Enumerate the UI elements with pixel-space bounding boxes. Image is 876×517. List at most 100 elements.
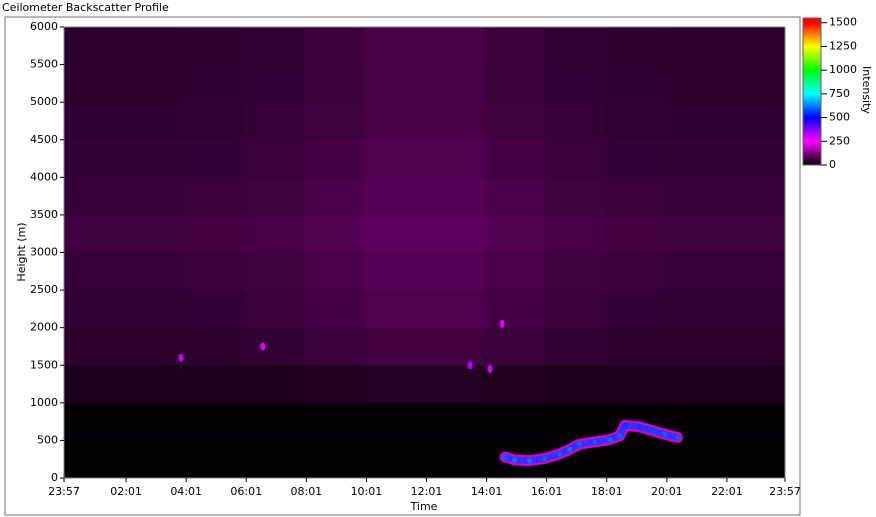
heatmap-cell xyxy=(364,27,425,66)
heatmap-cell xyxy=(124,102,185,141)
heatmap-cell xyxy=(304,177,365,216)
heatmap-cell xyxy=(604,290,666,329)
heatmap-cell xyxy=(544,252,606,291)
heatmap-cell xyxy=(184,402,245,441)
heatmap-cell xyxy=(664,139,726,178)
heatmap-cell xyxy=(364,102,425,141)
heatmap-cell xyxy=(304,440,365,479)
heatmap-cell xyxy=(604,214,666,253)
heatmap-cell xyxy=(724,402,786,441)
heatmap-cell xyxy=(604,252,666,291)
heatmap-cell xyxy=(424,440,486,479)
colorbar-tick-label: 500 xyxy=(829,111,850,124)
heatmap-cell xyxy=(544,290,606,329)
heatmap-cell xyxy=(244,440,305,479)
heatmap-cell xyxy=(544,327,606,366)
y-tick-label: 3500 xyxy=(30,208,58,221)
heatmap-cell xyxy=(244,252,305,291)
heatmap-cell xyxy=(244,27,305,66)
backscatter-blob xyxy=(487,365,493,374)
heatmap-cell xyxy=(664,290,726,329)
x-tick-label: 20:01 xyxy=(651,485,683,498)
y-tick-label: 1500 xyxy=(30,358,58,371)
colorbar-tick-label: 1000 xyxy=(829,63,857,76)
heatmap-cell xyxy=(184,64,245,103)
heatmap-cell xyxy=(64,440,125,479)
heatmap-cell xyxy=(184,27,245,66)
heatmap-cell xyxy=(184,214,245,253)
heatmap-cell xyxy=(124,402,185,441)
heatmap-cell xyxy=(544,139,606,178)
heatmap-cell xyxy=(424,402,486,441)
heatmap-cell xyxy=(124,139,185,178)
heatmap-cell xyxy=(184,440,245,479)
heatmap-cell xyxy=(64,327,125,366)
heatmap-cell xyxy=(664,440,726,479)
heatmap-cell xyxy=(64,402,125,441)
heatmap-cell xyxy=(484,64,546,103)
x-tick-label: 14:01 xyxy=(471,485,503,498)
backscatter-blob xyxy=(178,353,184,362)
heatmap-cell xyxy=(664,177,726,216)
cloud-layer-point xyxy=(617,433,623,439)
heatmap-cell xyxy=(244,327,305,366)
heatmap-cell xyxy=(244,177,305,216)
heatmap-cell xyxy=(604,102,666,141)
y-tick-label: 500 xyxy=(37,433,58,446)
y-tick-label: 2500 xyxy=(30,283,58,296)
backscatter-blob xyxy=(499,319,505,328)
heatmap-cell xyxy=(604,327,666,366)
heatmap-cell xyxy=(664,27,726,66)
y-tick-label: 5000 xyxy=(30,95,58,108)
heatmap-cell xyxy=(724,365,786,404)
colorbar xyxy=(802,17,822,166)
heatmap-cell xyxy=(484,177,546,216)
heatmap-cell xyxy=(544,365,606,404)
heatmap-cell xyxy=(184,252,245,291)
heatmap-cell xyxy=(364,64,425,103)
heatmap-cell xyxy=(664,214,726,253)
y-tick-label: 4500 xyxy=(30,133,58,146)
x-tick-label: 22:01 xyxy=(711,485,743,498)
heatmap-cell xyxy=(364,365,425,404)
heatmap-cell xyxy=(484,290,546,329)
heatmap-cell xyxy=(484,139,546,178)
heatmap-cell xyxy=(304,290,365,329)
heatmap-cell xyxy=(724,64,786,103)
cloud-layer-point xyxy=(527,458,533,464)
heatmap-cell xyxy=(484,327,546,366)
heatmap-cell xyxy=(244,402,305,441)
colorbar-label: Intensity xyxy=(860,66,873,114)
heatmap-cell xyxy=(724,177,786,216)
heatmap-cell xyxy=(304,27,365,66)
heatmap-cell xyxy=(304,102,365,141)
heatmap-cell xyxy=(244,64,305,103)
heatmap-cell xyxy=(364,327,425,366)
heatmap-cell xyxy=(64,102,125,141)
heatmap-cell xyxy=(664,327,726,366)
heatmap-cell xyxy=(484,27,546,66)
heatmap-cell xyxy=(184,365,245,404)
heatmap-cell xyxy=(64,177,125,216)
heatmap-cell xyxy=(304,252,365,291)
heatmap-cell xyxy=(664,64,726,103)
heatmap-cell xyxy=(364,214,425,253)
cloud-layer-point xyxy=(674,434,680,440)
heatmap-cell xyxy=(304,327,365,366)
y-axis-label: Height (m) xyxy=(15,222,28,281)
heatmap-cell xyxy=(364,290,425,329)
cloud-layer-point xyxy=(607,437,613,443)
heatmap-cell xyxy=(484,214,546,253)
heatmap-cell xyxy=(64,290,125,329)
heatmap-cell xyxy=(484,102,546,141)
x-axis-label: Time xyxy=(410,500,438,513)
backscatter-blob xyxy=(467,361,473,370)
heatmap-cell xyxy=(604,139,666,178)
heatmap-cell xyxy=(424,365,486,404)
cloud-layer-point xyxy=(567,446,573,452)
cloud-layer-point xyxy=(652,428,658,434)
heatmap-cell xyxy=(304,64,365,103)
heatmap-cell xyxy=(244,139,305,178)
heatmap-cell xyxy=(724,290,786,329)
